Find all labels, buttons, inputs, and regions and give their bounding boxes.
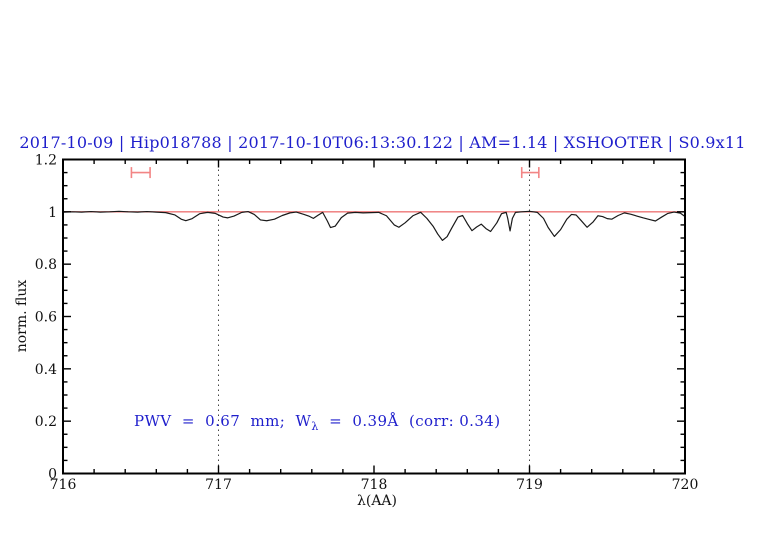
y-tick-label: 1 [48, 205, 57, 221]
y-tick-label: 0.6 [35, 310, 57, 326]
spectrum-line [62, 210, 686, 241]
x-tick-label: 719 [516, 477, 543, 493]
pwv-text-suffix: = 0.39Å (corr: 0.34) [318, 412, 501, 430]
y-tick-label: 0.8 [35, 257, 57, 273]
y-tick-label: 0.2 [35, 414, 57, 430]
pwv-annotation: PWV = 0.67 mm; Wλ = 0.39Å (corr: 0.34) [134, 412, 500, 433]
y-tick-label: 1.2 [35, 153, 57, 169]
y-tick-label: 0.4 [35, 362, 57, 378]
x-tick-label: 720 [672, 477, 699, 493]
y-tick-label: 0 [48, 467, 57, 483]
plot-title: 2017-10-09 | Hip018788 | 2017-10-10T06:1… [19, 133, 746, 152]
x-tick-label: 718 [361, 477, 388, 493]
x-tick-label: 716 [50, 477, 77, 493]
x-tick-label: 717 [205, 477, 232, 493]
pwv-text-prefix: PWV = 0.67 mm; W [134, 412, 312, 430]
x-axis-label: λ(AA) [356, 493, 398, 509]
y-axis-label: norm. flux [14, 279, 30, 353]
pwv-lambda-subscript: λ [311, 420, 319, 433]
